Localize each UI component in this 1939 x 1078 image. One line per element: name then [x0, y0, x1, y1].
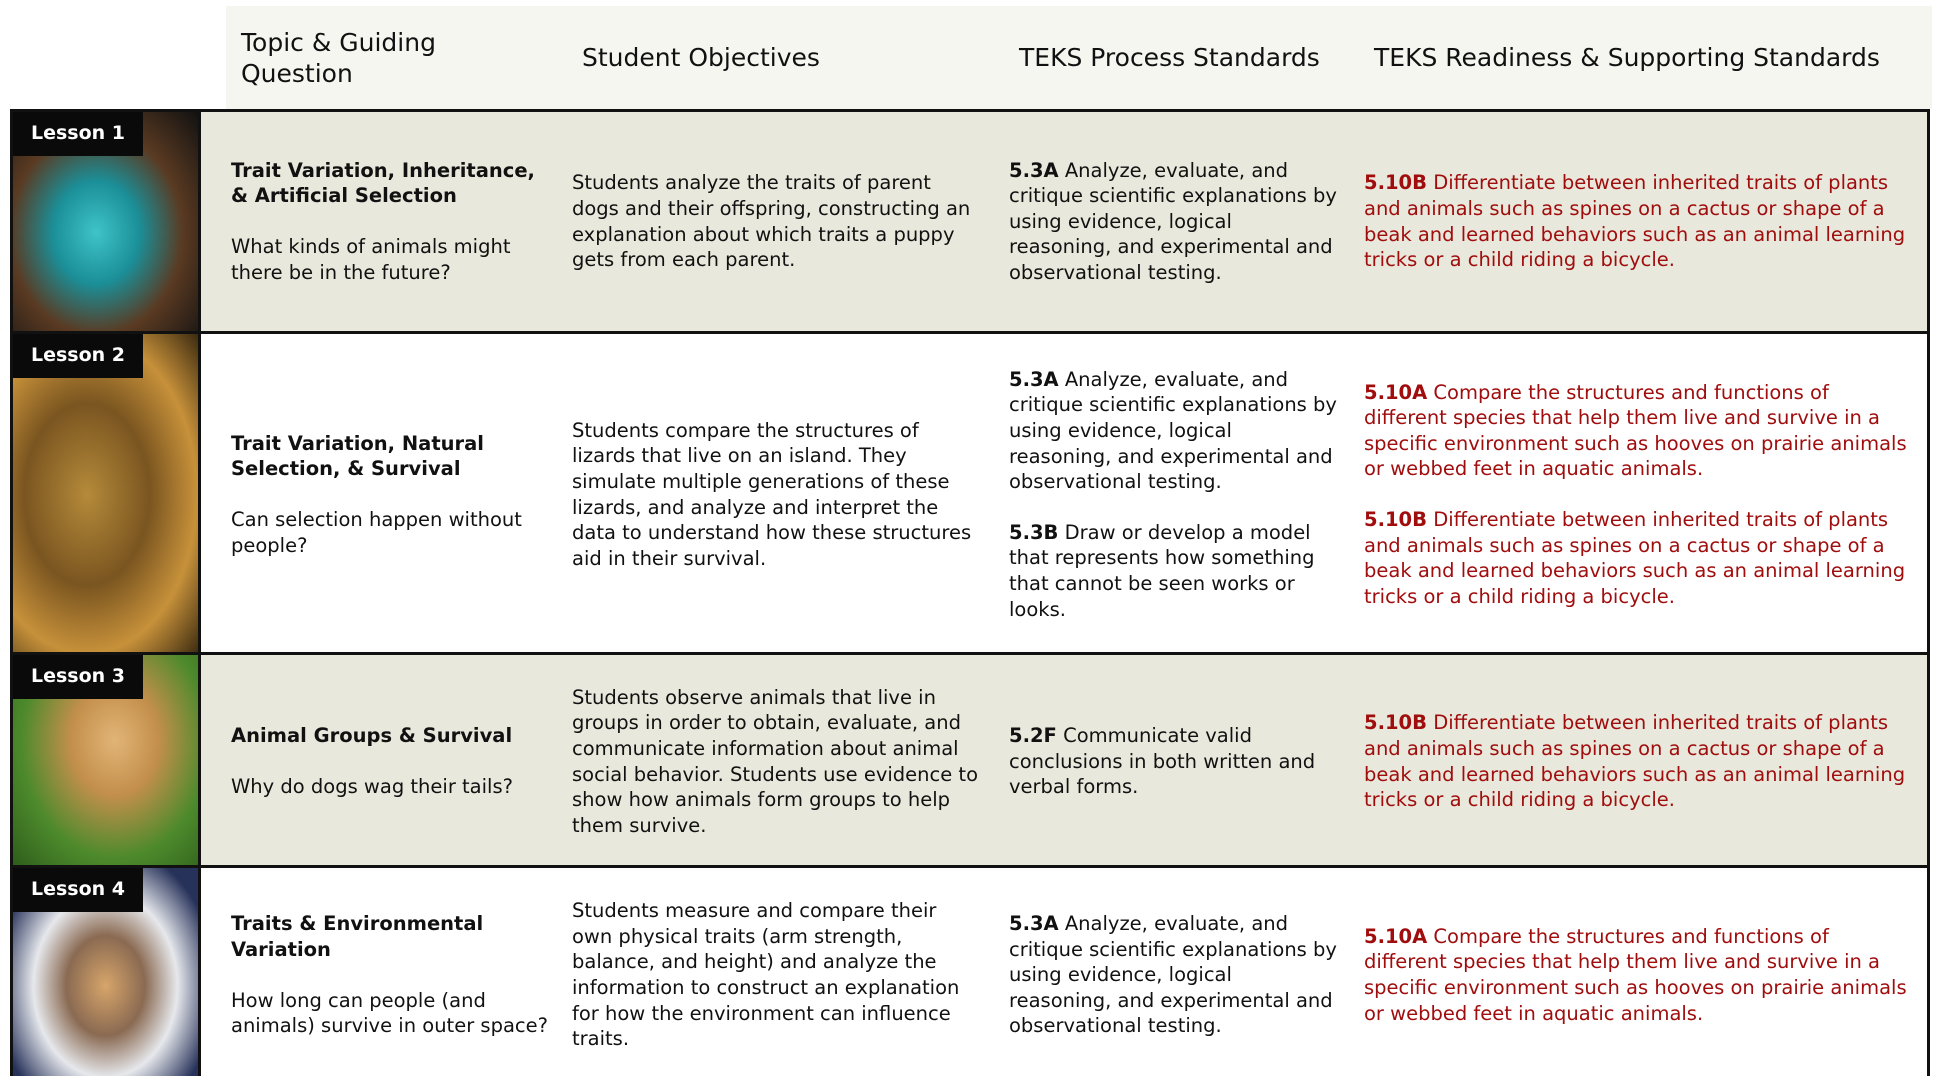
- readiness-cell: 5.10A Compare the structures and functio…: [1364, 868, 1914, 1076]
- lesson-row: Lesson 2 Trait Variation, Natural Selecti…: [13, 331, 1927, 655]
- standard: 5.10B Differentiate between inherited tr…: [1364, 710, 1914, 812]
- topic-cell: Traits & Environmental Variation How long…: [231, 868, 551, 1076]
- standard-code: 5.3A: [1009, 158, 1059, 182]
- lesson-image: Lesson 4: [13, 868, 201, 1076]
- column-header: Topic & Guiding Question: [241, 27, 436, 88]
- lesson-table: Lesson 1 Trait Variation, Inheritance, & …: [10, 109, 1930, 1076]
- standard: 5.3A Analyze, evaluate, and critique sci…: [1009, 911, 1339, 1039]
- column-header: TEKS Process Standards: [1019, 43, 1320, 72]
- standard: 5.2F Communicate valid conclusions in bo…: [1009, 723, 1339, 800]
- standard-text: Differentiate between inherited traits o…: [1364, 508, 1906, 608]
- lesson-image: Lesson 3: [13, 655, 201, 868]
- lesson-row: Lesson 4 Traits & Environmental Variation…: [13, 865, 1927, 1076]
- standard-code: 5.3A: [1009, 912, 1059, 936]
- lesson-row: Lesson 3 Animal Groups & Survival Why do d…: [13, 652, 1927, 868]
- lesson-label: Lesson 1: [13, 112, 144, 156]
- standard: 5.3A Analyze, evaluate, and critique sci…: [1009, 367, 1339, 495]
- lesson-label: Lesson 4: [13, 868, 144, 912]
- topic-cell: Trait Variation, Inheritance, & Artifici…: [231, 112, 551, 331]
- standard: 5.10A Compare the structures and functio…: [1364, 924, 1914, 1026]
- objective-cell: Students observe animals that live in gr…: [572, 655, 982, 868]
- standard-text: Compare the structures and functions of …: [1364, 924, 1907, 1025]
- readiness-cell: 5.10A Compare the structures and functio…: [1364, 334, 1914, 655]
- standard: 5.3B Draw or develop a model that repres…: [1009, 520, 1339, 622]
- guiding-question: Can selection happen without people?: [231, 508, 522, 557]
- process-cell: 5.3A Analyze, evaluate, and critique sci…: [1009, 112, 1339, 331]
- standard-text: Analyze, evaluate, and critique scientif…: [1009, 912, 1337, 1038]
- topic-title: Animal Groups & Survival: [231, 724, 513, 748]
- topic-cell: Animal Groups & Survival Why do dogs wag …: [231, 655, 551, 868]
- process-cell: 5.3A Analyze, evaluate, and critique sci…: [1009, 868, 1339, 1076]
- standard-text: Differentiate between inherited traits o…: [1364, 171, 1906, 272]
- standard-code: 5.10B: [1364, 508, 1427, 531]
- header: Topic & Guiding Question Student Objectiv…: [226, 6, 1932, 109]
- guiding-question: Why do dogs wag their tails?: [231, 775, 513, 798]
- standard: 5.3A Analyze, evaluate, and critique sci…: [1009, 158, 1339, 286]
- objective-text: Students analyze the traits of parent do…: [572, 171, 971, 272]
- lesson-row: Lesson 1 Trait Variation, Inheritance, & …: [13, 112, 1927, 331]
- readiness-cell: 5.10B Differentiate between inherited tr…: [1364, 112, 1914, 331]
- objective-text: Students measure and compare their own p…: [572, 899, 960, 1051]
- standard: 5.10A Compare the structures and functio…: [1364, 380, 1914, 482]
- lesson-label: Lesson 2: [13, 334, 144, 378]
- standard-text: Communicate valid conclusions in both wr…: [1009, 724, 1316, 799]
- column-header: TEKS Readiness & Supporting Standards: [1374, 43, 1880, 72]
- guiding-question: What kinds of animals might there be in …: [231, 235, 511, 284]
- topic-cell: Trait Variation, Natural Selection, & Su…: [231, 334, 551, 655]
- objective-text: Students observe animals that live in gr…: [572, 685, 979, 837]
- standard-text: Analyze, evaluate, and critique scientif…: [1009, 367, 1337, 494]
- topic-title: Trait Variation, Natural Selection, & Su…: [231, 431, 484, 481]
- standard-code: 5.10B: [1364, 711, 1427, 735]
- standard: 5.10B Differentiate between inherited tr…: [1364, 507, 1914, 609]
- standard-code: 5.2F: [1009, 724, 1057, 748]
- standard-text: Compare the structures and functions of …: [1364, 380, 1907, 481]
- process-cell: 5.3A Analyze, evaluate, and critique sci…: [1009, 334, 1339, 655]
- column-header: Student Objectives: [582, 43, 820, 72]
- standard-code: 5.10A: [1364, 924, 1428, 948]
- process-cell: 5.2F Communicate valid conclusions in bo…: [1009, 655, 1339, 868]
- objective-text: Students compare the structures of lizar…: [572, 418, 972, 570]
- standard-text: Analyze, evaluate, and critique scientif…: [1009, 158, 1337, 284]
- standard-text: Differentiate between inherited traits o…: [1364, 711, 1906, 812]
- objective-cell: Students analyze the traits of parent do…: [572, 112, 982, 331]
- standard: 5.10B Differentiate between inherited tr…: [1364, 170, 1914, 272]
- standard-text: Draw or develop a model that represents …: [1009, 520, 1315, 621]
- lesson-image: Lesson 1: [13, 112, 201, 331]
- readiness-cell: 5.10B Differentiate between inherited tr…: [1364, 655, 1914, 868]
- guiding-question: How long can people (and animals) surviv…: [231, 988, 548, 1038]
- standard-code: 5.10B: [1364, 171, 1427, 195]
- lesson-image: Lesson 2: [13, 334, 201, 655]
- standard-code: 5.10A: [1364, 380, 1428, 404]
- objective-cell: Students measure and compare their own p…: [572, 868, 982, 1076]
- lesson-label: Lesson 3: [13, 655, 144, 699]
- standard-code: 5.3B: [1009, 520, 1059, 544]
- objective-cell: Students compare the structures of lizar…: [572, 334, 982, 655]
- standard-code: 5.3A: [1009, 367, 1059, 391]
- topic-title: Trait Variation, Inheritance, & Artifici…: [231, 158, 535, 208]
- topic-title: Traits & Environmental Variation: [231, 912, 484, 961]
